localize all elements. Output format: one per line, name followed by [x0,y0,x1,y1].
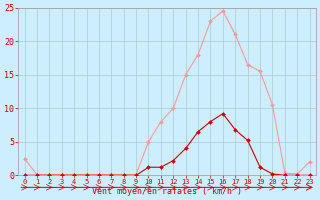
X-axis label: Vent moyen/en rafales ( km/h ): Vent moyen/en rafales ( km/h ) [92,187,242,196]
